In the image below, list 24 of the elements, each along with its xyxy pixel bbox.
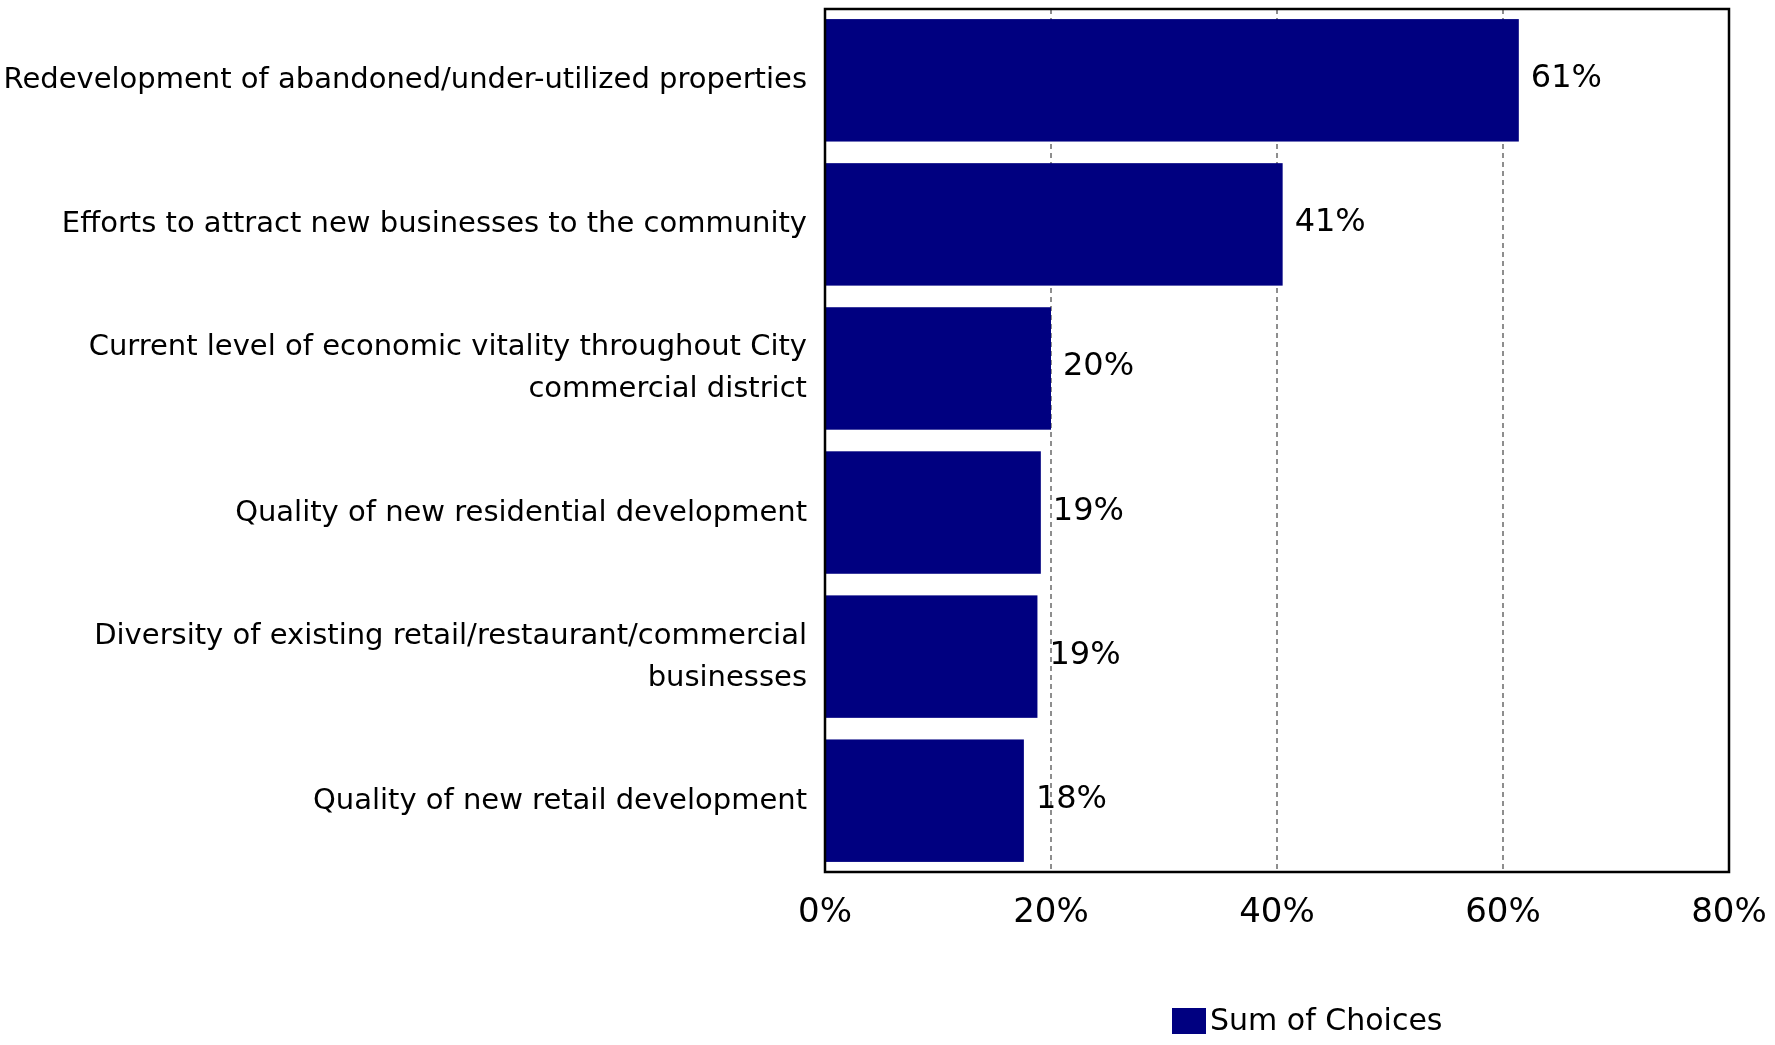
data-label: 18% bbox=[1035, 777, 1108, 816]
x-tick-label: 40% bbox=[1239, 890, 1315, 930]
x-tick-label: 60% bbox=[1465, 890, 1541, 930]
data-label: 61% bbox=[1530, 57, 1602, 96]
data-label: 19% bbox=[1049, 633, 1121, 672]
y-tick-label: Current level of economic vitality throughout City commercial district bbox=[88, 328, 807, 405]
x-tick-label: 80% bbox=[1691, 890, 1767, 930]
data-label: 41% bbox=[1294, 201, 1366, 240]
y-tick-label: Quality of new residential development bbox=[235, 493, 807, 528]
bar bbox=[825, 307, 1051, 430]
y-tick-label: Diversity of existing retail/restaurant/commercial businesses bbox=[94, 616, 807, 693]
y-tick-label: Efforts to attract new businesses to the community bbox=[61, 205, 807, 240]
x-tick-label: 0% bbox=[798, 890, 852, 930]
y-tick-label: Quality of new retail development bbox=[312, 781, 807, 816]
bar bbox=[825, 739, 1024, 862]
legend-label: Sum of Choices bbox=[1210, 1002, 1443, 1037]
bar bbox=[825, 451, 1041, 574]
bar bbox=[825, 595, 1038, 718]
bar bbox=[825, 163, 1283, 286]
data-label: 20% bbox=[1063, 345, 1135, 384]
y-tick-label: Redevelopment of abandoned/under-utilized properties bbox=[3, 61, 807, 96]
data-label: 19% bbox=[1052, 489, 1124, 528]
x-tick-label: 20% bbox=[1013, 890, 1089, 930]
bar bbox=[825, 19, 1519, 142]
